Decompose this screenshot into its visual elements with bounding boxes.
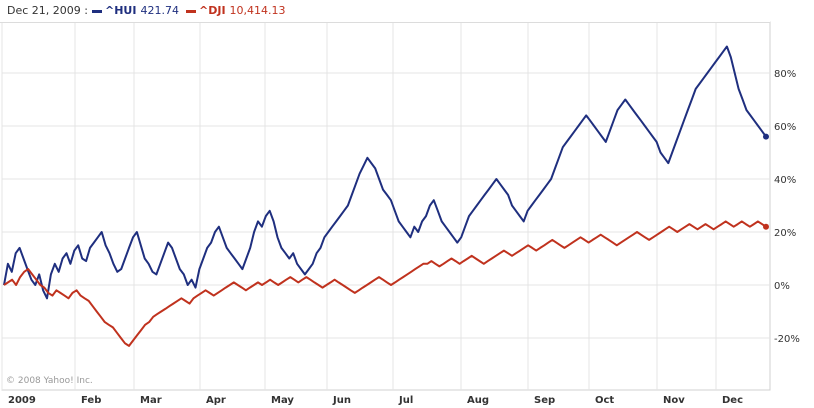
series-line-dji xyxy=(3,220,767,347)
legend-bar: Dec 21, 2009 : ^HUI 421.74 ^DJI 10,414.1… xyxy=(0,0,770,23)
legend-swatch-dji xyxy=(186,9,196,13)
legend-value-hui: 421.74 xyxy=(140,4,179,17)
series-endpoint-hui xyxy=(763,133,769,140)
legend-swatch-hui xyxy=(92,9,102,13)
x-tick-label: Oct xyxy=(595,395,614,406)
legend-date: Dec 21, 2009 : xyxy=(7,4,88,17)
x-tick-label: Mar xyxy=(140,395,162,406)
x-tick-label: Jun xyxy=(332,395,351,406)
series-endpoint-dji xyxy=(763,223,769,230)
gridlines xyxy=(1,21,771,391)
plot-border xyxy=(1,21,771,391)
x-tick-label: Feb xyxy=(81,395,101,406)
y-tick-label: 60% xyxy=(774,122,796,133)
copyright-text: © 2008 Yahoo! Inc. xyxy=(6,376,93,386)
x-tick-label: Aug xyxy=(467,395,489,406)
x-tick-label: Apr xyxy=(206,395,226,406)
legend-item-dji[interactable]: ^DJI 10,414.13 xyxy=(186,0,286,22)
x-tick-label: Jul xyxy=(398,395,413,406)
series-line-hui xyxy=(3,45,767,300)
x-tick-label: May xyxy=(271,395,294,406)
legend-value-dji: 10,414.13 xyxy=(229,4,286,17)
x-tick-label: 2009 xyxy=(8,395,36,406)
x-tick-label: Dec xyxy=(722,395,743,406)
legend-item-hui[interactable]: ^HUI 421.74 xyxy=(92,0,179,22)
y-tick-label: 20% xyxy=(774,228,796,239)
y-tick-label: 40% xyxy=(774,175,796,186)
y-tick-label: 80% xyxy=(774,69,796,80)
legend-label-hui: ^HUI xyxy=(105,4,137,17)
y-tick-label: -20% xyxy=(774,334,800,345)
axes: 2009 Feb Mar Apr May Jun Jul Aug Sep Oct Nov Dec 80%… xyxy=(8,69,800,406)
x-tick-label: Nov xyxy=(663,395,685,406)
y-tick-label: 0% xyxy=(774,281,790,292)
x-tick-label: Sep xyxy=(534,395,555,406)
legend-label-dji: ^DJI xyxy=(199,4,226,17)
series-layer xyxy=(3,45,769,347)
